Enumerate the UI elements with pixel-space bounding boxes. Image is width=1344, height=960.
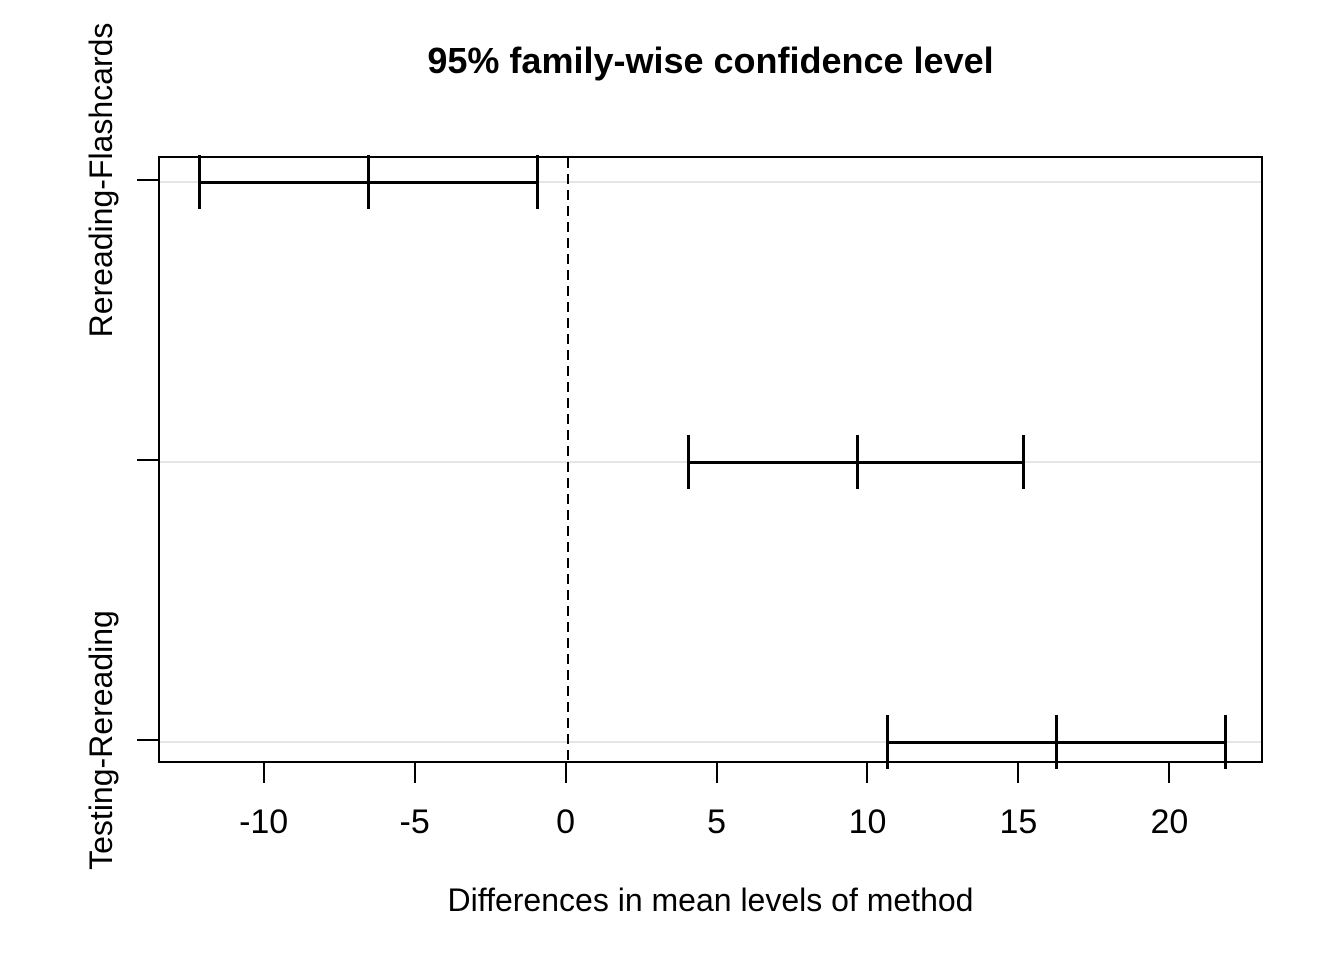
x-axis-tick-label: 15 (999, 803, 1038, 841)
y-axis-tick (137, 459, 158, 461)
ci-center-tick (1055, 715, 1059, 769)
ci-lower-whisker (686, 435, 690, 489)
y-axis-comparison-label: Testing-Rereading (83, 610, 119, 870)
x-axis-tick (564, 763, 567, 783)
x-axis-tick-label: 0 (556, 803, 576, 841)
x-axis-title: Differences in mean levels of method (447, 882, 974, 918)
x-axis-tick (413, 763, 416, 783)
x-axis-tick (262, 763, 265, 783)
ci-upper-whisker (535, 155, 539, 209)
plot-area (158, 155, 1263, 769)
x-axis-tick (715, 763, 718, 783)
ci-upper-whisker (1021, 435, 1025, 489)
y-axis-tick (137, 739, 158, 741)
x-axis-tick-label: -5 (399, 803, 430, 841)
ci-center-tick (855, 435, 859, 489)
ci-lower-whisker (886, 715, 890, 769)
x-axis-tick-label: 5 (707, 803, 726, 841)
zero-reference-line (566, 158, 569, 761)
ci-center-tick (366, 155, 370, 209)
row-gridline (160, 741, 1261, 743)
ci-interval-line (688, 460, 1024, 464)
x-axis-tick-label: -10 (239, 803, 289, 841)
x-axis-tick (1168, 763, 1171, 783)
chart-title: 95% family-wise confidence level (427, 40, 994, 81)
x-axis-tick-label: 20 (1150, 803, 1189, 841)
ci-lower-whisker (197, 155, 201, 209)
row-gridline (160, 181, 1261, 183)
y-axis-comparison-label: Rereading-Flashcards (83, 22, 119, 338)
x-axis-tick (866, 763, 869, 783)
y-axis-tick (137, 179, 158, 181)
ci-upper-whisker (1224, 715, 1228, 769)
x-axis-tick-label: 10 (848, 803, 887, 841)
x-axis-tick (1017, 763, 1020, 783)
